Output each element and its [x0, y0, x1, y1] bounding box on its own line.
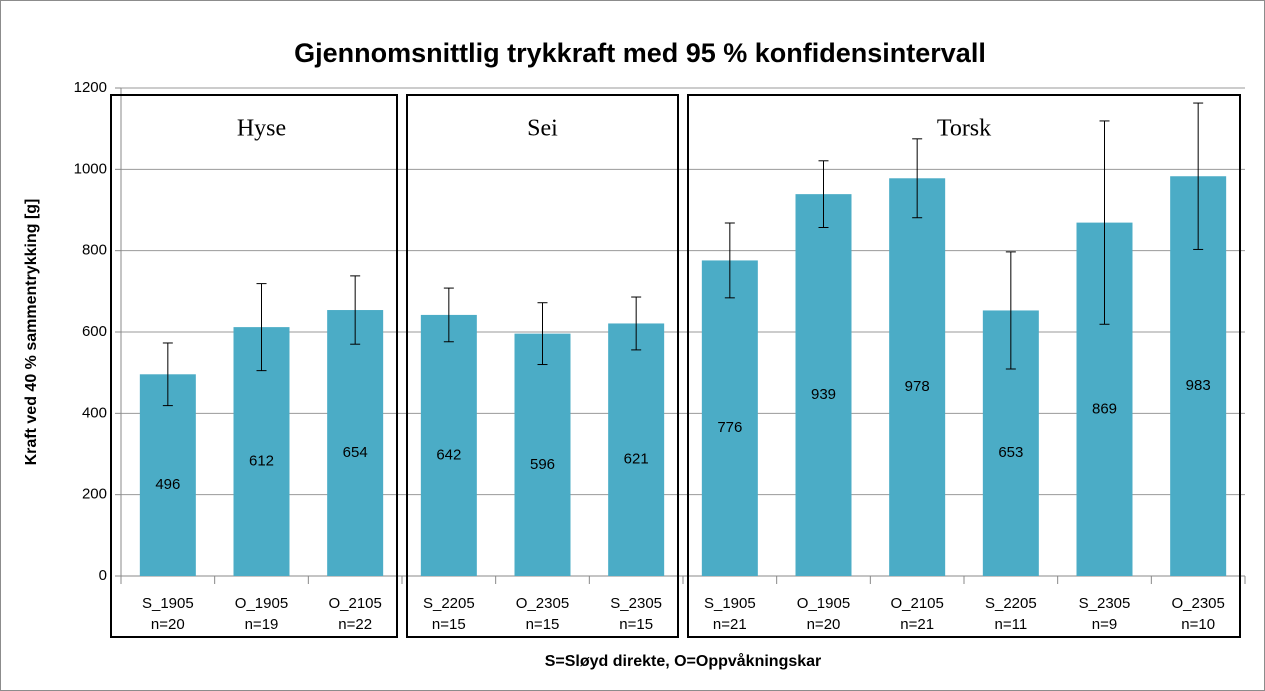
data-label: 496: [155, 476, 180, 493]
x-tick-label: n=11: [994, 616, 1027, 633]
x-tick-label: n=21: [900, 616, 934, 633]
bar: [420, 314, 477, 576]
bar: [608, 323, 665, 576]
data-label: 653: [998, 444, 1023, 461]
bar: [701, 260, 758, 576]
x-tick-label: O_2305: [1171, 595, 1224, 612]
group-label: Torsk: [937, 116, 991, 142]
x-tick-label: O_1905: [235, 595, 288, 612]
bar: [889, 178, 946, 576]
data-label: 596: [530, 456, 555, 473]
x-axis-label: S=Sløyd direkte, O=Oppvåkningskar: [545, 652, 822, 670]
x-tick-label: O_2105: [890, 595, 943, 612]
x-tick-label: n=10: [1181, 616, 1215, 633]
x-tick-label: n=20: [151, 616, 185, 633]
bar: [514, 333, 571, 576]
x-tick-label: n=9: [1092, 616, 1117, 633]
data-label: 612: [249, 453, 274, 470]
data-label: 621: [624, 451, 649, 468]
data-label: 776: [717, 419, 742, 436]
y-tick-label: 600: [82, 323, 107, 340]
x-tick-label: O_2105: [328, 595, 381, 612]
x-tick-label: n=20: [807, 616, 841, 633]
y-tick-label: 800: [82, 242, 107, 259]
x-tick-label: n=15: [619, 616, 653, 633]
x-tick-label: n=15: [432, 616, 466, 633]
data-label: 642: [436, 446, 461, 463]
group-label: Sei: [527, 116, 558, 142]
x-tick-label: S_2205: [985, 595, 1037, 612]
x-tick-label: S_2305: [610, 595, 662, 612]
data-label: 978: [905, 378, 930, 395]
y-tick-label: 1200: [74, 79, 107, 96]
x-tick-label: S_2305: [1079, 595, 1131, 612]
x-tick-label: S_1905: [704, 595, 756, 612]
data-label: 939: [811, 386, 836, 403]
group-box: [406, 94, 679, 638]
data-label: 654: [343, 444, 368, 461]
x-tick-label: O_1905: [797, 595, 850, 612]
data-label: 983: [1186, 377, 1211, 394]
x-tick-label: O_2305: [516, 595, 569, 612]
y-tick-label: 400: [82, 404, 107, 421]
y-axis-label: Kraft ved 40 % sammentrykking [g]: [23, 199, 40, 466]
y-tick-label: 1000: [74, 160, 107, 177]
x-tick-label: S_2205: [423, 595, 475, 612]
bar: [139, 374, 196, 576]
x-tick-label: S_1905: [142, 595, 194, 612]
group-box: [110, 94, 398, 638]
x-tick-label: n=15: [526, 616, 560, 633]
group-box: [687, 94, 1241, 638]
x-tick-label: n=22: [338, 616, 372, 633]
bar: [795, 194, 852, 576]
y-tick-label: 200: [82, 486, 107, 503]
bar: [327, 310, 384, 576]
chart-title: Gjennomsnittlig trykkraft med 95 % konfi…: [294, 38, 986, 68]
y-tick-label: 0: [99, 567, 107, 584]
x-tick-label: n=21: [713, 616, 747, 633]
x-tick-label: n=19: [245, 616, 279, 633]
data-label: 869: [1092, 400, 1117, 417]
group-label: Hyse: [237, 116, 286, 142]
